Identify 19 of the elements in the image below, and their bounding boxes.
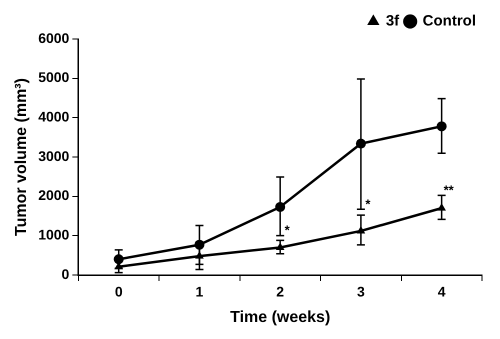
x-tick-label: 1	[196, 283, 204, 300]
y-tick-label: 6000	[38, 30, 70, 46]
x-tick-label: 0	[114, 283, 123, 300]
x-axis-title: Time (weeks)	[230, 308, 330, 326]
x-tick-label: 2	[276, 283, 284, 300]
annotation: *	[365, 196, 372, 212]
y-tick-label: 3000	[38, 148, 70, 164]
annotation: **	[444, 182, 455, 198]
y-tick-label: 4000	[38, 108, 70, 125]
y-tick-label: 0	[62, 266, 70, 282]
y-tick-label: 5000	[38, 69, 70, 86]
legend-label: Control	[422, 12, 476, 30]
y-axis-title: Tumor volume (mm³)	[13, 78, 30, 236]
y-tick-label: 1000	[38, 226, 70, 243]
annotation: *	[284, 222, 291, 238]
x-tick-label: 3	[357, 283, 366, 300]
x-tick-label: 4	[438, 283, 446, 300]
y-tick-label: 2000	[38, 187, 70, 204]
legend-label: 3f	[386, 12, 400, 30]
